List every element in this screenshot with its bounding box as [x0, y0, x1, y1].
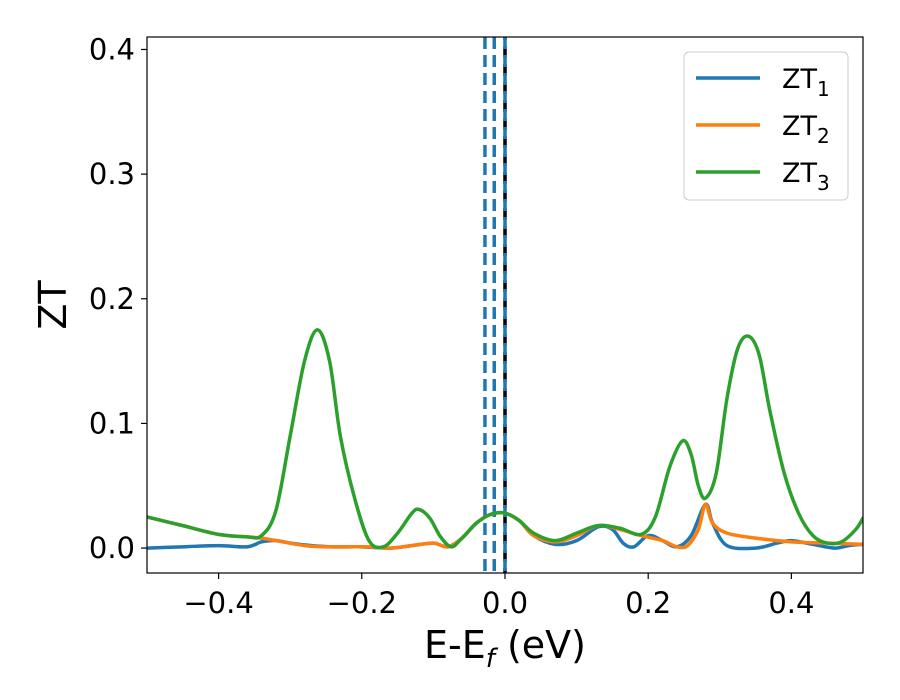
y-axis-ticks: 0.0 0.1 0.2 0.3 0.4: [89, 32, 147, 565]
y-tick-label: 0.1: [89, 406, 135, 440]
legend-label-zt3: ZT3: [782, 158, 830, 195]
legend-box: [683, 51, 849, 201]
x-axis-ticks: −0.4 −0.2 0.0 0.2 0.4: [183, 573, 814, 620]
y-tick-label: 0.4: [89, 32, 135, 66]
series-line-zt3: [147, 328, 863, 550]
x-tick-label: 0.4: [768, 586, 814, 620]
legend: ZT1 ZT2 ZT3: [683, 51, 849, 201]
reference-lines: [483, 37, 507, 573]
legend-label-zt1: ZT1: [782, 64, 830, 101]
x-axis-title: E-Ef (eV): [424, 623, 586, 674]
y-axis-title: ZT: [31, 280, 75, 330]
y-tick-label: 0.2: [89, 282, 135, 316]
x-tick-label: 0.0: [482, 586, 528, 620]
y-tick-label: 0.3: [89, 157, 135, 191]
series-lines: [147, 328, 863, 551]
x-tick-label: 0.2: [625, 586, 671, 620]
legend-label-zt2: ZT2: [782, 111, 830, 148]
y-tick-label: 0.0: [89, 531, 135, 565]
x-tick-label: −0.4: [183, 586, 253, 620]
x-tick-label: −0.2: [327, 586, 397, 620]
